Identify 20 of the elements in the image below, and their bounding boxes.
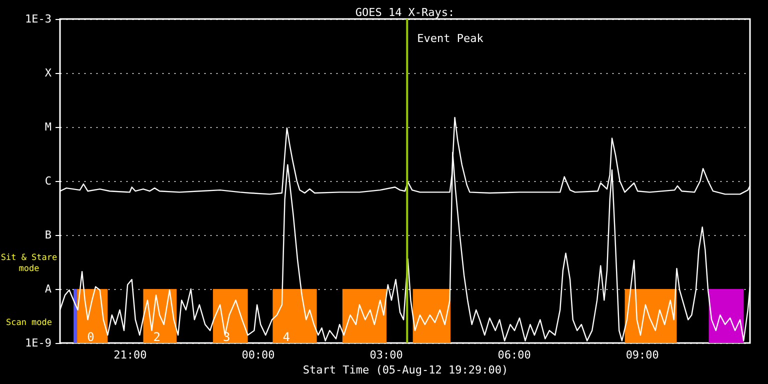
y-tick-label: A bbox=[44, 282, 52, 296]
y-tick-label: 1E-9 bbox=[25, 336, 52, 350]
y-tick-label: 1E-3 bbox=[25, 12, 52, 26]
x-tick-label: 21:00 bbox=[114, 348, 147, 362]
ref-line-label: Event Peak bbox=[417, 32, 484, 45]
text: Scan mode bbox=[4, 318, 54, 329]
y-tick-label: C bbox=[44, 174, 52, 188]
band-label: 4 bbox=[282, 330, 290, 344]
y-tick-label: M bbox=[44, 120, 52, 134]
x-tick-label: 06:00 bbox=[498, 348, 531, 362]
band-label: 2 bbox=[153, 330, 160, 344]
band-label: 0 bbox=[87, 330, 94, 344]
x-tick-label: 03:00 bbox=[370, 348, 403, 362]
x-axis-title: Start Time (05-Aug-12 19:29:00) bbox=[302, 364, 508, 376]
chart-title: GOES 14 X-Rays: bbox=[355, 6, 455, 19]
y-tick-label: X bbox=[44, 66, 52, 80]
y-tick-label: B bbox=[44, 228, 52, 242]
x-tick-label: 00:00 bbox=[242, 348, 275, 362]
text: Sit & Stare mode bbox=[0, 253, 58, 275]
x-tick-label: 09:00 bbox=[626, 348, 659, 362]
